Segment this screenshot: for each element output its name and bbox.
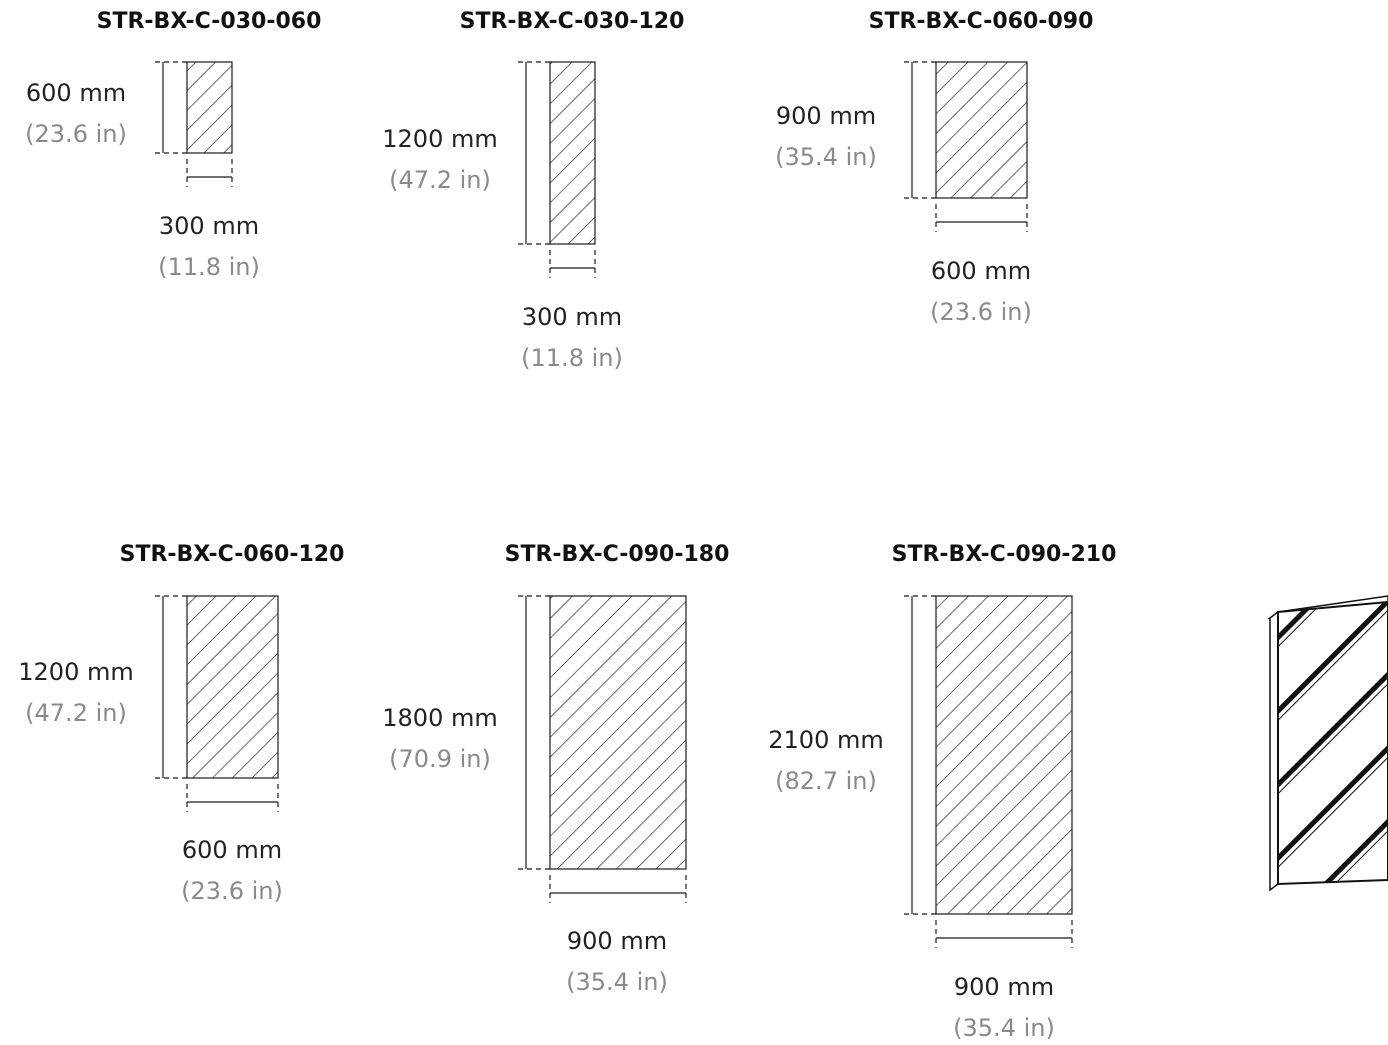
panel-4: STR-BX-C-060-120 1200 mm (47.2 in) 600 mm (2… [18, 542, 344, 905]
panel-2: STR-BX-C-030-120 1200 mm (47.2 in) 300 mm (1… [382, 9, 684, 372]
width-in-label: (11.8 in) [521, 344, 623, 372]
height-in-label: (23.6 in) [25, 120, 127, 148]
width-in-label: (35.4 in) [953, 1014, 1055, 1042]
panel-code: STR-BX-C-090-180 [505, 542, 730, 567]
panel-code: STR-BX-C-060-120 [120, 542, 345, 567]
width-mm-label: 900 mm [567, 927, 667, 955]
height-in-label: (47.2 in) [389, 166, 491, 194]
width-in-label: (23.6 in) [930, 298, 1032, 326]
height-in-label: (35.4 in) [775, 143, 877, 171]
panel-code: STR-BX-C-030-060 [97, 9, 322, 34]
hatched-panel-icon [186, 595, 279, 779]
height-in-label: (70.9 in) [389, 745, 491, 773]
width-mm-label: 900 mm [954, 973, 1054, 1001]
panel-5: STR-BX-C-090-180 1800 mm (70.9 in) 900 mm (3… [382, 542, 729, 996]
width-in-label: (11.8 in) [158, 253, 260, 281]
height-mm-label: 900 mm [776, 102, 876, 130]
height-mm-label: 600 mm [26, 79, 126, 107]
panel-1: STR-BX-C-030-060 600 mm (23.6 in) 300 mm (11… [25, 9, 321, 281]
width-mm-label: 300 mm [522, 303, 622, 331]
hatched-panel-icon [935, 61, 1028, 199]
height-in-label: (47.2 in) [25, 699, 127, 727]
height-mm-label: 2100 mm [768, 726, 883, 754]
height-mm-label: 1200 mm [382, 125, 497, 153]
panel-6: STR-BX-C-090-210 2100 mm (82.7 in) 900 mm (3… [768, 542, 1116, 1042]
hatched-panel-icon [549, 61, 596, 245]
panel-code: STR-BX-C-090-210 [892, 542, 1117, 567]
panel-code: STR-BX-C-030-120 [460, 9, 685, 34]
panel-perspective-icon [1267, 595, 1388, 892]
hatched-panel-icon [549, 595, 687, 870]
width-mm-label: 600 mm [931, 257, 1031, 285]
hatched-panel-icon [935, 595, 1073, 915]
height-mm-label: 1800 mm [382, 704, 497, 732]
width-in-label: (35.4 in) [566, 968, 668, 996]
height-in-label: (82.7 in) [775, 767, 877, 795]
panel-code: STR-BX-C-060-090 [869, 9, 1094, 34]
panel-3: STR-BX-C-060-090 900 mm (35.4 in) 600 mm (23… [775, 9, 1093, 326]
hatched-panel-icon [186, 61, 233, 154]
width-in-label: (23.6 in) [181, 877, 283, 905]
width-mm-label: 300 mm [159, 212, 259, 240]
width-mm-label: 600 mm [182, 836, 282, 864]
height-mm-label: 1200 mm [18, 658, 133, 686]
